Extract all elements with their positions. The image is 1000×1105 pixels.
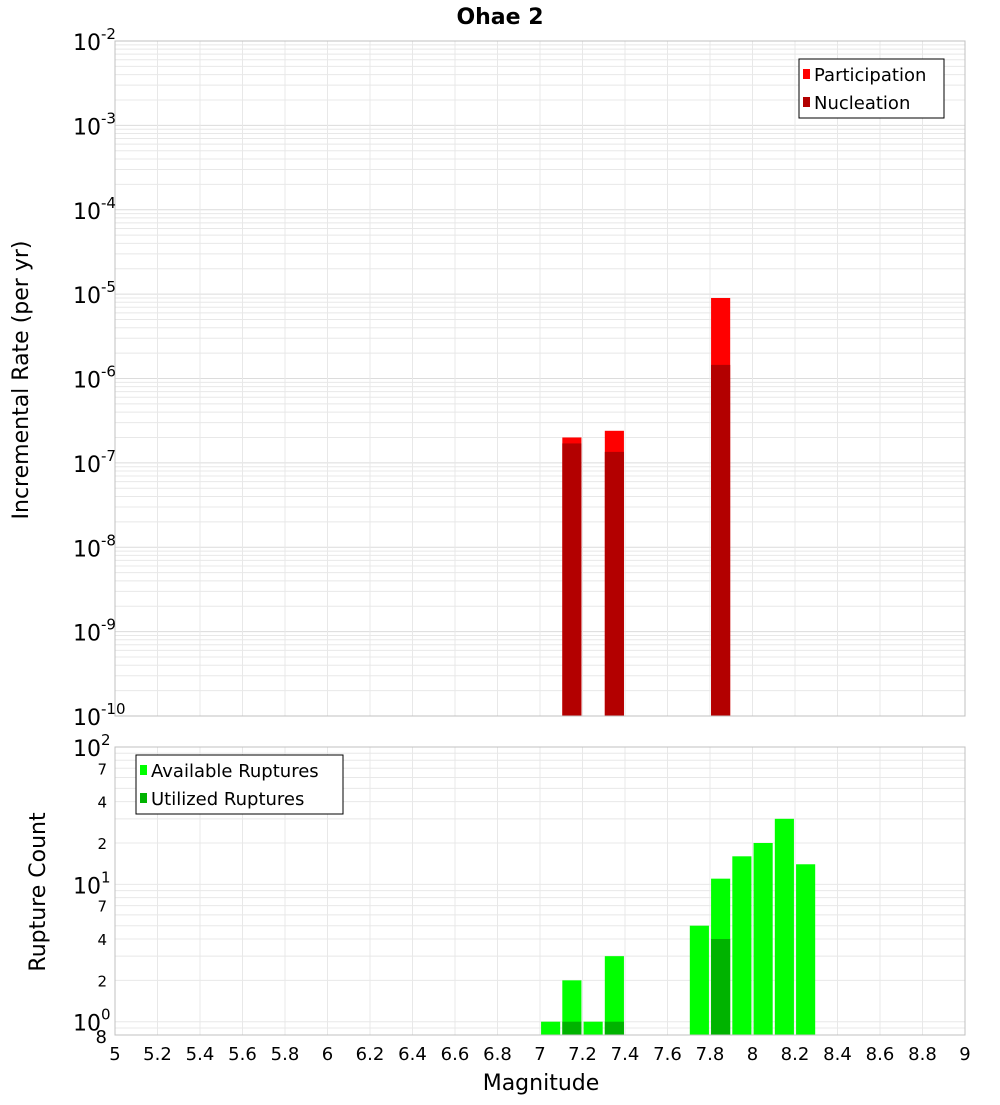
x-tick-label: 9 bbox=[959, 1044, 970, 1065]
x-tick-label: 8.2 bbox=[781, 1044, 810, 1065]
x-tick-label: 7.8 bbox=[696, 1044, 725, 1065]
x-tick-label: 6 bbox=[322, 1044, 333, 1065]
x-tick-label: 6.6 bbox=[441, 1044, 470, 1065]
x-tick-label: 5.2 bbox=[143, 1044, 172, 1065]
top-y-tick-label: 10-10 bbox=[73, 700, 126, 731]
top-legend-box bbox=[798, 58, 945, 119]
x-tick-label: 8.6 bbox=[866, 1044, 895, 1065]
x-tick-label: 7.6 bbox=[653, 1044, 682, 1065]
legend-label-nucleation: Nucleation bbox=[814, 93, 910, 114]
top-plot-frame bbox=[114, 40, 966, 717]
top-y-tick-label: 10-7 bbox=[73, 447, 116, 478]
x-tick-label: 8 bbox=[747, 1044, 758, 1065]
bottom-y-minor-tick-label: 2 bbox=[97, 972, 107, 990]
bottom-plot-frame bbox=[114, 746, 966, 1036]
bottom-y-major-tick-label: 100 bbox=[73, 1006, 111, 1037]
top-y-tick-label: 10-3 bbox=[73, 109, 116, 140]
bottom-y-minor-tick-label: 4 bbox=[97, 794, 107, 812]
nucleation-bar bbox=[604, 451, 624, 716]
bottom-y-minor-tick-label: 2 bbox=[97, 835, 107, 853]
x-tick-label: 6.8 bbox=[483, 1044, 512, 1065]
available-ruptures-bar bbox=[562, 980, 582, 1035]
legend-swatch-utilized bbox=[140, 793, 147, 803]
x-axis-label: Magnitude bbox=[483, 1071, 600, 1096]
nucleation-bar bbox=[562, 443, 582, 716]
available-ruptures-bar bbox=[774, 818, 794, 1035]
top-y-tick-label: 10-8 bbox=[73, 531, 116, 562]
legend-label-available: Available Ruptures bbox=[151, 761, 319, 782]
legend-swatch-nucleation bbox=[803, 97, 810, 107]
top-y-tick-label: 10-2 bbox=[73, 25, 116, 56]
nucleation-bar bbox=[711, 364, 731, 716]
legend-label-utilized: Utilized Ruptures bbox=[151, 789, 304, 810]
x-tick-label: 5.6 bbox=[228, 1044, 257, 1065]
bottom-y-minor-tick-label: 8 bbox=[96, 1027, 107, 1048]
legend-swatch-available bbox=[140, 765, 147, 775]
available-ruptures-bar bbox=[753, 843, 773, 1035]
utilized-ruptures-bar bbox=[604, 1021, 624, 1035]
bottom-y-major-tick-label: 102 bbox=[73, 731, 111, 762]
x-tick-label: 7.4 bbox=[611, 1044, 640, 1065]
x-tick-label: 8.8 bbox=[908, 1044, 937, 1065]
available-ruptures-bar bbox=[689, 925, 709, 1035]
bottom-y-minor-tick-label: 7 bbox=[97, 898, 107, 916]
top-y-tick-label: 10-6 bbox=[73, 363, 116, 394]
utilized-ruptures-bar bbox=[562, 1021, 582, 1035]
x-tick-label: 6.4 bbox=[398, 1044, 427, 1065]
top-y-tick-label: 10-4 bbox=[73, 194, 116, 225]
available-ruptures-bar bbox=[583, 1021, 603, 1035]
top-y-tick-label: 10-5 bbox=[73, 278, 116, 309]
chart-title: Ohae 2 bbox=[456, 5, 543, 30]
x-tick-label: 5.4 bbox=[186, 1044, 215, 1065]
bottom-legend-box bbox=[135, 754, 344, 815]
x-tick-label: 5.8 bbox=[271, 1044, 300, 1065]
legend-swatch-participation bbox=[803, 69, 810, 79]
x-tick-label: 7.2 bbox=[568, 1044, 597, 1065]
bottom-y-axis-label: Rupture Count bbox=[26, 812, 51, 972]
available-ruptures-bar bbox=[604, 956, 624, 1035]
x-tick-label: 5 bbox=[109, 1044, 120, 1065]
available-ruptures-bar bbox=[732, 856, 752, 1035]
top-y-axis-label: Incremental Rate (per yr) bbox=[9, 241, 34, 520]
bottom-y-minor-tick-label: 7 bbox=[97, 760, 107, 778]
bottom-y-minor-tick-label: 4 bbox=[97, 931, 107, 949]
x-tick-label: 7 bbox=[534, 1044, 545, 1065]
available-ruptures-bar bbox=[541, 1021, 561, 1035]
x-tick-label: 6.2 bbox=[356, 1044, 385, 1065]
utilized-ruptures-bar bbox=[711, 939, 731, 1035]
available-ruptures-bar bbox=[796, 864, 816, 1035]
x-tick-label: 8.4 bbox=[823, 1044, 852, 1065]
bottom-y-major-tick-label: 101 bbox=[73, 868, 111, 899]
legend-label-participation: Participation bbox=[814, 65, 926, 86]
top-y-tick-label: 10-9 bbox=[73, 616, 116, 647]
